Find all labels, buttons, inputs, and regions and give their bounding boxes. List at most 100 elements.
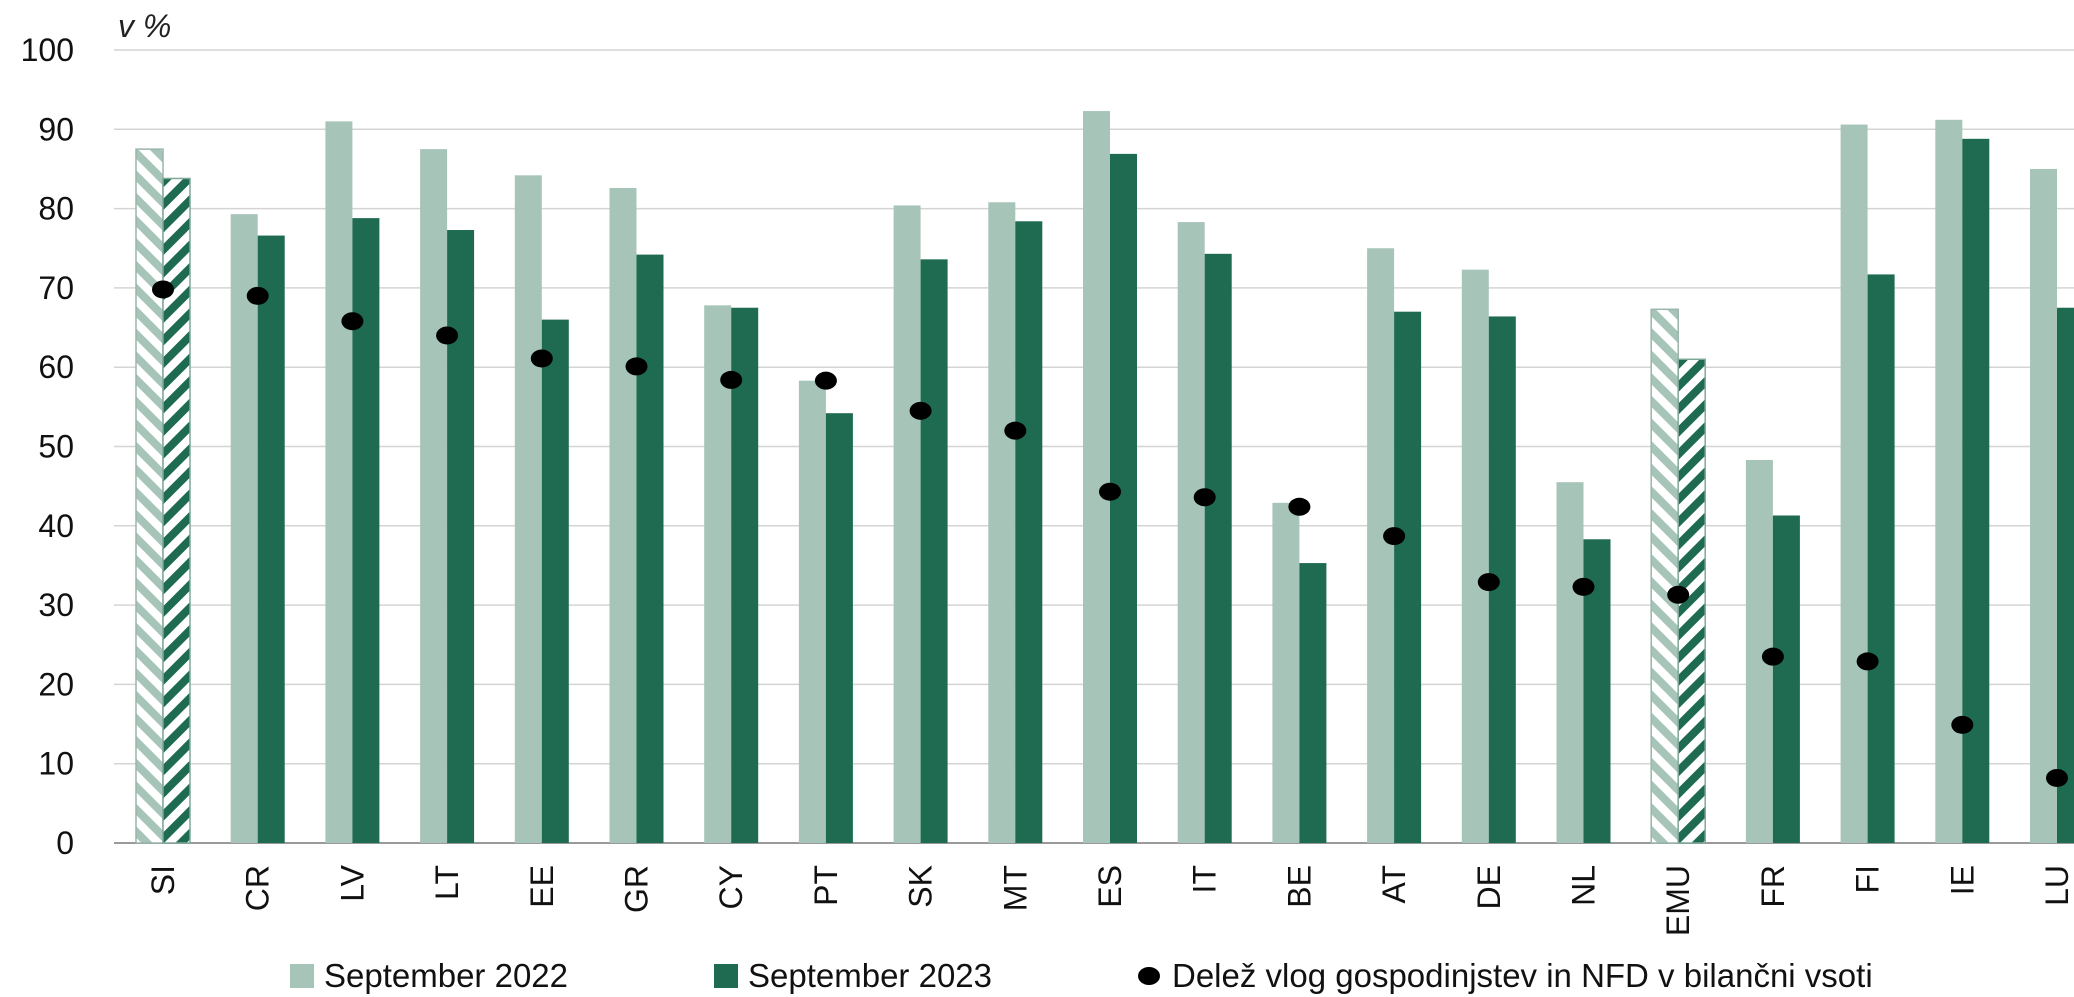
- bar-2023-it: [1204, 253, 1232, 843]
- dot-share-lu: [2046, 768, 2068, 787]
- bar-2022-lu: [2030, 168, 2057, 843]
- x-tick-label-be: BE: [1281, 865, 1317, 908]
- bar-2022-lt: [420, 149, 448, 843]
- dot-share-pt: [814, 371, 837, 390]
- bar-2023-lu: [2057, 307, 2074, 844]
- plot-area: 0 10 20 30 40 50 60 70 80 90 100 SI CR LV LT EE GR CY PT S…: [21, 32, 2074, 936]
- bar-2023-lv: [352, 218, 380, 844]
- legend-label-sept-2023: September 2023: [748, 957, 993, 994]
- x-tick-label-gr: GR: [619, 865, 655, 913]
- bar-2022-sk: [893, 205, 921, 844]
- bar-2023-fi: [1867, 274, 1895, 843]
- y-tick-label-40: 40: [38, 508, 74, 544]
- bar-2022-be: [1272, 502, 1300, 843]
- y-tick-label-90: 90: [38, 111, 74, 147]
- bar-2022-cy: [704, 305, 732, 843]
- x-tick-label-lu: LU: [2039, 865, 2074, 906]
- bar-2022-lv: [325, 121, 353, 844]
- dot-share-fi: [1856, 652, 1879, 671]
- y-tick-label-10: 10: [38, 746, 74, 782]
- y-tick-label-0: 0: [56, 825, 74, 861]
- y-tick-label-50: 50: [38, 429, 74, 465]
- dot-share-lv: [341, 312, 364, 331]
- bar-2022-it: [1177, 222, 1205, 843]
- x-tick-label-nl: NL: [1566, 865, 1602, 906]
- x-tick-label-pt: PT: [808, 865, 844, 906]
- x-tick-label-emu: EMU: [1660, 865, 1696, 936]
- bar-2023-at: [1394, 311, 1422, 843]
- x-tick-label-it: IT: [1187, 865, 1223, 893]
- dot-share-ie: [1951, 715, 1974, 734]
- dot-share-lt: [436, 326, 459, 345]
- dot-share-cr: [246, 286, 269, 305]
- x-tick-label-si: SI: [145, 865, 181, 895]
- bar-2022-cr: [230, 214, 258, 843]
- bar-2022-nl: [1556, 482, 1584, 843]
- dot-share-mt: [1004, 421, 1027, 440]
- dot-share-cy: [720, 370, 743, 389]
- bar-2022-si: [135, 148, 164, 844]
- x-tick-label-sk: SK: [903, 865, 939, 908]
- bar-2023-gr: [636, 254, 664, 843]
- x-tick-label-ee: EE: [524, 865, 560, 908]
- x-tick-label-lt: LT: [429, 865, 465, 900]
- legend-label-sept-2022: September 2022: [324, 957, 569, 994]
- bar-2023-pt: [825, 413, 853, 843]
- y-tick-label-100: 100: [21, 32, 74, 68]
- x-tick-label-de: DE: [1471, 865, 1507, 909]
- x-tick-label-fi: FI: [1850, 865, 1886, 893]
- legend-label-share-deposits: Delež vlog gospodinjstev in NFD v bilanč…: [1172, 957, 1873, 994]
- x-tick-label-cy: CY: [713, 865, 749, 909]
- bar-2023-be: [1299, 563, 1327, 843]
- bar-2023-cy: [731, 307, 759, 844]
- bar-2023-ie: [1962, 138, 1990, 844]
- bar-2022-emu: [1650, 308, 1679, 844]
- bar-2023-mt: [1015, 221, 1043, 844]
- bar-2022-fi: [1840, 124, 1868, 844]
- y-unit-label: v %: [118, 8, 172, 44]
- bar-2023-ee: [541, 319, 569, 843]
- legend-item-share-deposits: Delež vlog gospodinjstev in NFD v bilanč…: [1138, 957, 1873, 995]
- dot-share-at: [1383, 527, 1406, 546]
- legend-item-sept-2022: September 2022: [290, 957, 568, 995]
- bar-2022-at: [1367, 248, 1395, 843]
- dot-share-ee: [530, 349, 553, 368]
- dot-share-it: [1193, 488, 1216, 507]
- y-tick-label-30: 30: [38, 587, 74, 623]
- dot-share-nl: [1572, 577, 1595, 596]
- bar-2022-de: [1461, 269, 1489, 843]
- legend-swatch-sept-2022: [290, 964, 314, 988]
- y-tick-label-80: 80: [38, 191, 74, 227]
- bar-2022-pt: [798, 380, 826, 843]
- dot-share-de: [1477, 573, 1500, 592]
- bar-2022-ee: [514, 175, 542, 843]
- bar-2023-sk: [920, 259, 948, 843]
- dot-share-si: [152, 280, 174, 299]
- y-tick-label-60: 60: [38, 349, 74, 385]
- bar-2023-lt: [447, 230, 475, 844]
- x-tick-label-mt: MT: [997, 865, 1033, 911]
- bar-2023-fr: [1772, 515, 1800, 843]
- dot-share-gr: [625, 357, 648, 376]
- bar-2023-si: [162, 177, 191, 844]
- dot-share-sk: [909, 401, 932, 420]
- x-tick-label-at: AT: [1376, 865, 1412, 904]
- x-tick-label-ie: IE: [1944, 865, 1980, 895]
- x-tick-label-lv: LV: [334, 864, 370, 901]
- bar-2022-mt: [988, 202, 1016, 844]
- y-tick-label-20: 20: [38, 666, 74, 702]
- dot-share-fr: [1761, 647, 1784, 666]
- bar-2023-cr: [257, 235, 285, 843]
- x-tick-label-fr: FR: [1755, 865, 1791, 908]
- legend: September 2022 September 2023 Delež vlog…: [0, 957, 2074, 997]
- legend-swatch-sept-2023: [714, 964, 738, 988]
- bar-2022-es: [1083, 111, 1110, 844]
- dot-share-emu: [1667, 585, 1690, 604]
- legend-item-sept-2023: September 2023: [714, 957, 992, 995]
- y-tick-label-70: 70: [38, 270, 74, 306]
- legend-dot-icon: [1138, 967, 1160, 985]
- bar-2022-ie: [1935, 119, 1963, 843]
- dot-share-be: [1288, 497, 1311, 516]
- x-tick-label-es: ES: [1092, 865, 1128, 908]
